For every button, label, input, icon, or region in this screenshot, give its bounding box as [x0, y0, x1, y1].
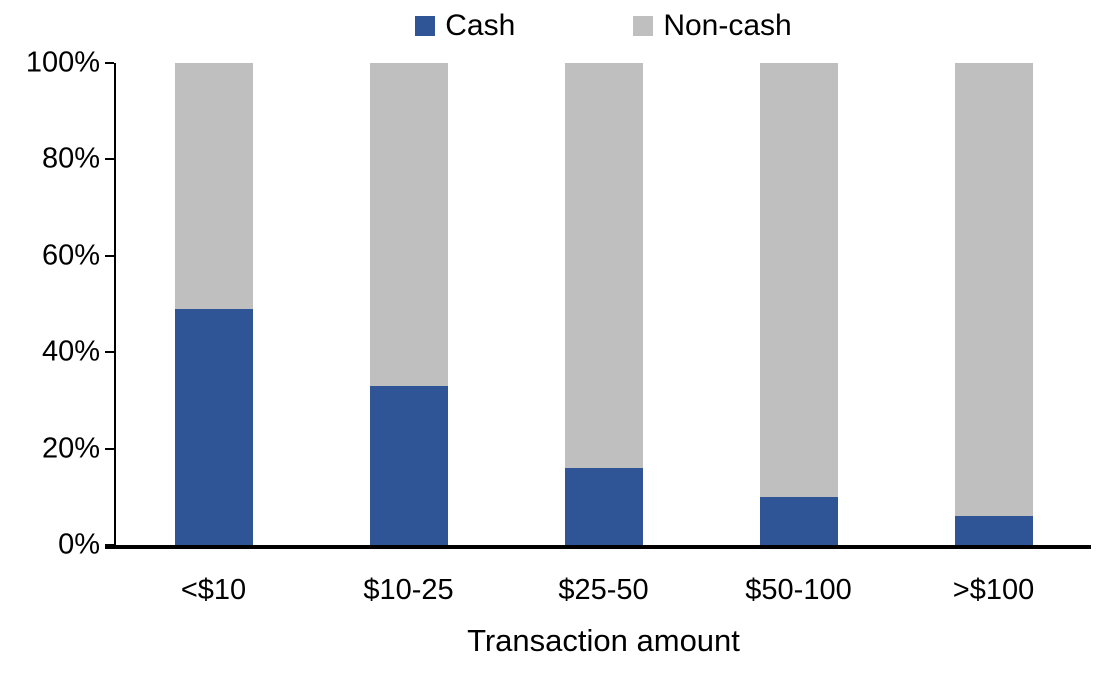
- bar-segment-cash: [564, 467, 643, 545]
- legend-item-cash: Cash: [415, 8, 515, 44]
- bar-segment-cash: [954, 516, 1033, 545]
- x-axis-tick-label: $50-100: [745, 574, 852, 606]
- bar-segment-cash: [369, 385, 448, 545]
- stacked-bar: [174, 63, 253, 545]
- legend-swatch-icon: [415, 16, 436, 36]
- y-axis-tick: [105, 544, 114, 546]
- y-axis-tick: [105, 351, 114, 354]
- bar-slot-1: [311, 63, 506, 545]
- x-axis-tick-label: $10-25: [363, 574, 454, 606]
- stacked-bar: [369, 63, 448, 545]
- y-axis-tick-label: 60%: [41, 239, 100, 272]
- x-axis-title: Transaction amount: [467, 623, 740, 658]
- bar-slot-0: [116, 63, 311, 545]
- y-axis-tick: [105, 62, 114, 64]
- y-axis-tick-label: 80%: [41, 142, 100, 175]
- y-axis-tick-label: 0%: [58, 528, 100, 561]
- bar-segment-non-cash: [564, 63, 643, 468]
- y-axis-line: [114, 63, 116, 545]
- bar-segment-non-cash: [759, 63, 838, 497]
- bar-slot-4: [896, 63, 1091, 545]
- bar-slot-3: [701, 63, 896, 545]
- stacked-bar: [759, 63, 838, 545]
- y-axis-tick-label: 40%: [41, 335, 100, 368]
- bar-segment-cash: [174, 308, 253, 545]
- x-axis-tick-label: <$10: [180, 574, 247, 606]
- bar-segment-non-cash: [369, 63, 448, 386]
- y-axis-tick-labels: 0% 20% 40% 60% 80% 100%: [0, 48, 100, 559]
- stacked-bar: [954, 63, 1033, 545]
- x-axis-tick-label: $25-50: [558, 574, 649, 606]
- x-axis-line: [105, 545, 1091, 549]
- y-axis-tick: [105, 254, 114, 257]
- bar-slot-2: [506, 63, 701, 545]
- x-axis-tick-labels: <$10 $10-25 $25-50 $50-100 >$100: [116, 573, 1091, 609]
- legend-swatch-icon: [633, 16, 654, 36]
- y-axis-tick: [105, 447, 114, 450]
- bar-segment-non-cash: [954, 63, 1033, 517]
- y-axis-tick: [105, 158, 114, 161]
- chart-legend: Cash Non-cash: [116, 8, 1091, 44]
- y-axis-tick-label: 20%: [41, 432, 100, 465]
- x-axis-tick-label: >$100: [952, 574, 1035, 606]
- bar-segment-non-cash: [174, 63, 253, 309]
- legend-item-non-cash: Non-cash: [633, 8, 792, 44]
- stacked-bar: [564, 63, 643, 545]
- legend-label: Cash: [445, 9, 516, 42]
- legend-label: Non-cash: [663, 9, 792, 42]
- bar-segment-cash: [759, 496, 838, 545]
- y-axis-tick-label: 100%: [25, 46, 100, 79]
- plot-area: [105, 62, 1091, 549]
